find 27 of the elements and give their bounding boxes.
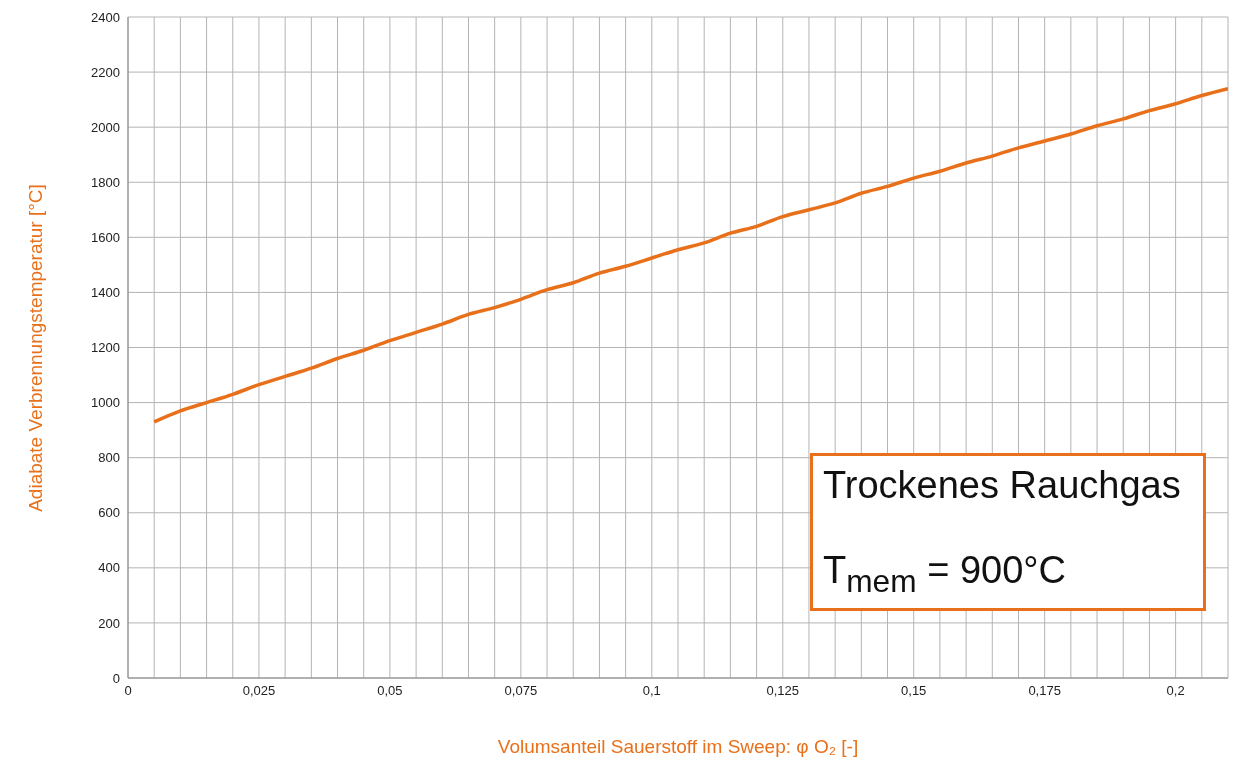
annotation: Trockenes Rauchgas — [823, 464, 1182, 507]
x-tick-label: 0,025 — [242, 683, 276, 699]
x-tick-label: 0,15 — [901, 683, 927, 699]
x-axis-title: Volumsanteil Sauerstoff im Sweep: φ O₂ [-] — [496, 736, 860, 758]
x-tick-label: 0,075 — [504, 683, 538, 699]
x-tick-label: 0,1 — [642, 683, 661, 699]
y-tick-label: 1000 — [91, 395, 120, 411]
x-tick-label: 0,175 — [1028, 683, 1061, 699]
x-tick-label: 0,125 — [766, 683, 800, 699]
y-tick-label: 0 — [112, 670, 120, 686]
y-tick-label: 400 — [98, 560, 120, 576]
y-tick-label: 2200 — [91, 64, 120, 80]
y-tick-label: 1400 — [91, 285, 120, 301]
line-series — [152, 86, 1228, 424]
y-axis-title: Adiabate Verbrennungstemperatur [°C] — [25, 184, 47, 512]
x-tick-label: 0,2 — [1166, 683, 1185, 699]
x-tick-label: 0,05 — [377, 683, 403, 699]
y-tick-label: 1600 — [91, 229, 120, 245]
x-tick-label: 0 — [124, 683, 132, 699]
y-tick-label: 200 — [98, 615, 120, 631]
y-tick-label: 2000 — [91, 119, 120, 135]
y-tick-label: 1200 — [91, 340, 120, 356]
annotation: T$_{mem}$ = 900°C — [823, 549, 1067, 600]
y-tick-label: 2400 — [91, 9, 120, 25]
y-tick-label: 1800 — [91, 174, 120, 190]
y-tick-label: 800 — [98, 450, 120, 466]
y-tick-label: 600 — [98, 505, 120, 521]
